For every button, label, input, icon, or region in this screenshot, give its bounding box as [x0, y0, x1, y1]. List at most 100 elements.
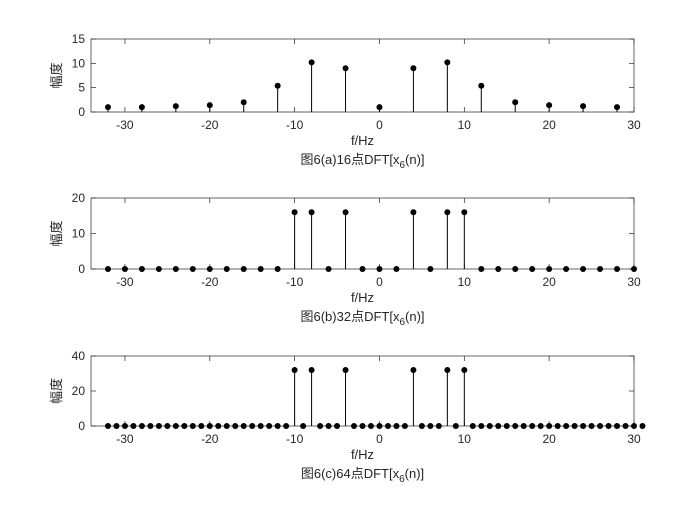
stem-marker — [291, 209, 298, 216]
stem-marker — [376, 266, 383, 272]
stem-marker — [393, 266, 400, 272]
y-tick-label: 20 — [72, 384, 86, 398]
stem-marker — [308, 367, 315, 373]
y-tick-label: 0 — [78, 105, 85, 119]
stem-marker — [622, 423, 629, 429]
stem-marker — [461, 367, 468, 373]
caption-text: 图6(a)16点DFT[x — [300, 152, 399, 167]
y-axis-label: 幅度 — [49, 220, 64, 246]
x-tick-label: 20 — [542, 432, 556, 446]
x-tick-label: -10 — [286, 118, 304, 132]
subplot-a: -30 -20 -10 0 10 20 30 0 5 10 15 f/Hz 幅度图6(a)16点DFT[… — [49, 32, 641, 171]
stem-marker — [206, 423, 213, 429]
x-tick-label: 30 — [627, 275, 641, 289]
stem-marker — [427, 423, 434, 429]
stem-marker — [597, 266, 604, 272]
stem-marker — [206, 102, 213, 109]
stem-marker — [486, 423, 493, 429]
caption-subscript: 6 — [399, 317, 405, 328]
stem-marker — [240, 266, 247, 272]
stem-marker — [546, 266, 553, 272]
stem-marker — [215, 423, 222, 429]
x-tick-label: -20 — [201, 432, 219, 446]
stem-marker — [121, 266, 128, 272]
stem-marker — [631, 266, 637, 272]
subplot-b: -30 -20 -10 0 10 20 30 0 10 20 f/Hz 幅度图6(b)32点DFT[x… — [49, 191, 641, 328]
y-tick-label: 15 — [72, 32, 86, 46]
stem-marker — [351, 423, 358, 429]
stem-marker — [520, 423, 527, 429]
stem-marker — [495, 423, 502, 429]
subplot-c: -30 -20 -10 0 10 20 30 0 20 40 f/Hz 幅度图6(c)64点DFT[x… — [49, 349, 646, 485]
y-tick-label: 0 — [78, 262, 85, 276]
stem-marker — [393, 423, 400, 429]
x-tick-label: -20 — [201, 118, 219, 132]
y-tick-label: 10 — [72, 227, 86, 241]
stem-marker — [580, 103, 587, 110]
stem-marker — [444, 367, 451, 373]
x-tick-label: -10 — [286, 275, 304, 289]
x-tick-label: 20 — [542, 118, 556, 132]
stem-marker — [410, 367, 417, 373]
stem-marker — [571, 423, 578, 429]
stem-marker — [104, 266, 111, 272]
stem-marker — [452, 423, 459, 429]
stem-marker — [384, 423, 391, 429]
stem-marker — [376, 104, 383, 111]
stem-marker — [478, 82, 485, 89]
stem-marker — [342, 209, 349, 216]
stem-marker — [274, 266, 281, 272]
stem-marker — [308, 59, 315, 66]
stem-marker — [300, 423, 307, 429]
stem-marker — [435, 423, 442, 429]
stem-marker — [359, 423, 366, 429]
stem-marker — [359, 266, 366, 272]
stem-marker — [469, 423, 476, 429]
stem-marker — [249, 423, 256, 429]
stem-marker — [104, 423, 111, 429]
caption-text: 图6(c)64点DFT[x — [301, 466, 400, 481]
stem-marker — [325, 266, 332, 272]
stem-marker — [113, 423, 120, 429]
caption-text: 图6(b)32点DFT[x — [300, 309, 399, 324]
x-tick-label: 0 — [376, 118, 383, 132]
stem-marker — [529, 423, 536, 429]
stem-marker — [240, 423, 247, 429]
stem-marker — [495, 266, 502, 272]
stem-marker — [410, 209, 417, 216]
stem-marker — [291, 367, 298, 373]
subplot-caption: 图6(a)16点DFT[x6(n)] — [300, 152, 424, 171]
stem-marker — [427, 266, 434, 272]
stem-marker — [240, 99, 247, 106]
y-axis-label: 幅度 — [49, 378, 64, 404]
stem-marker — [580, 423, 587, 429]
stem-marker — [631, 423, 637, 429]
stem-marker — [189, 423, 196, 429]
stem-marker — [376, 423, 383, 429]
y-axis-label: 幅度 — [49, 62, 64, 88]
x-axis-label: f/Hz — [351, 290, 374, 305]
caption-tail: (n)] — [405, 152, 425, 167]
x-tick-label: 10 — [458, 432, 472, 446]
stem-marker — [342, 65, 349, 72]
stem-marker — [614, 266, 621, 272]
stem-marker — [342, 367, 349, 373]
x-tick-label: -30 — [116, 432, 134, 446]
stem-marker — [155, 266, 162, 272]
x-axis-label: f/Hz — [351, 447, 374, 462]
stem-marker — [257, 266, 264, 272]
stem-marker — [172, 423, 179, 429]
stem-marker — [181, 423, 188, 429]
stem-marker — [334, 423, 341, 429]
subplot-caption: 图6(b)32点DFT[x6(n)] — [300, 309, 424, 328]
axes-frame — [90, 38, 635, 113]
caption-subscript: 6 — [399, 474, 405, 485]
x-tick-label: 30 — [627, 432, 641, 446]
caption-tail: (n)] — [405, 309, 425, 324]
stem-marker — [512, 266, 519, 272]
stem-marker — [257, 423, 264, 429]
stem-marker — [189, 266, 196, 272]
stem-marker — [130, 423, 137, 429]
caption-tail: (n)] — [405, 466, 425, 481]
stem-marker — [274, 423, 281, 429]
